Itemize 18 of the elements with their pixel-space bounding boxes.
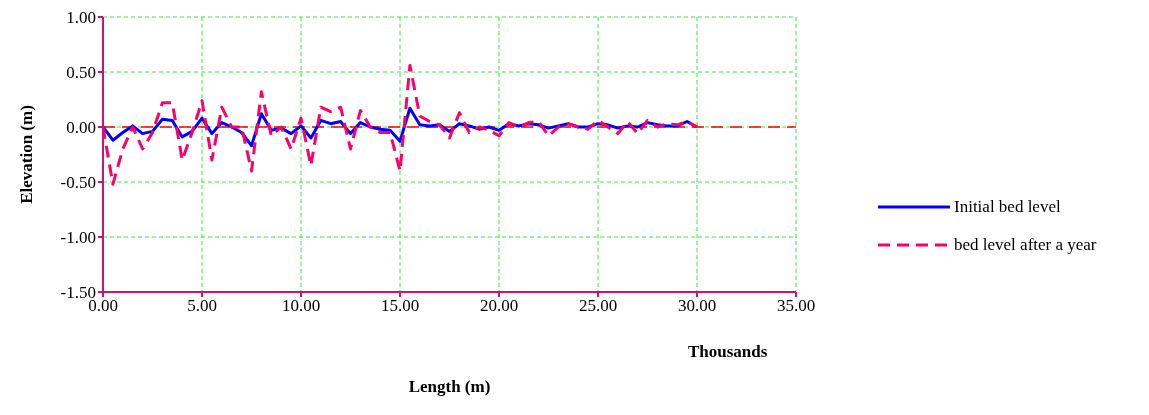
x-tick-label: 20.00 bbox=[479, 296, 519, 316]
legend-label: Initial bed level bbox=[954, 197, 1061, 217]
x-axis-title: Length (m) bbox=[408, 377, 491, 396]
x-tick-label: 10.00 bbox=[281, 296, 321, 316]
x-tick-label: 15.00 bbox=[380, 296, 420, 316]
y-tick-label: -1.00 bbox=[60, 228, 96, 248]
text: Thousands bbox=[688, 342, 768, 362]
y-tick-label: 0.00 bbox=[66, 118, 96, 138]
x-tick-label: 25.00 bbox=[578, 296, 618, 316]
y-tick-label: 0.50 bbox=[66, 63, 96, 83]
x-tick-label: 5.00 bbox=[187, 296, 217, 316]
line-series bbox=[103, 63, 699, 186]
y-tick-label: -0.50 bbox=[60, 173, 96, 193]
x-tick-label: 30.00 bbox=[677, 296, 717, 316]
y-axis-title: Elevation (m) bbox=[17, 105, 37, 204]
x-tick-label: 35.00 bbox=[776, 296, 816, 316]
legend-label: bed level after a year bbox=[954, 235, 1097, 255]
y-tick-label: 1.00 bbox=[66, 8, 96, 28]
